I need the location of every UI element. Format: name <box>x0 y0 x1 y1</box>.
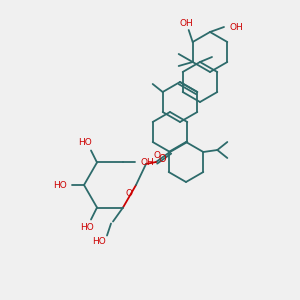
Text: HO: HO <box>53 181 67 190</box>
Text: OH: OH <box>180 19 194 28</box>
Text: O: O <box>126 189 133 198</box>
Text: OH: OH <box>229 22 243 32</box>
Text: HO: HO <box>80 223 94 232</box>
Text: O: O <box>154 151 160 160</box>
Text: OH: OH <box>140 158 154 167</box>
Text: O: O <box>158 154 166 164</box>
Text: HO: HO <box>78 138 92 147</box>
Text: HO: HO <box>92 237 106 246</box>
